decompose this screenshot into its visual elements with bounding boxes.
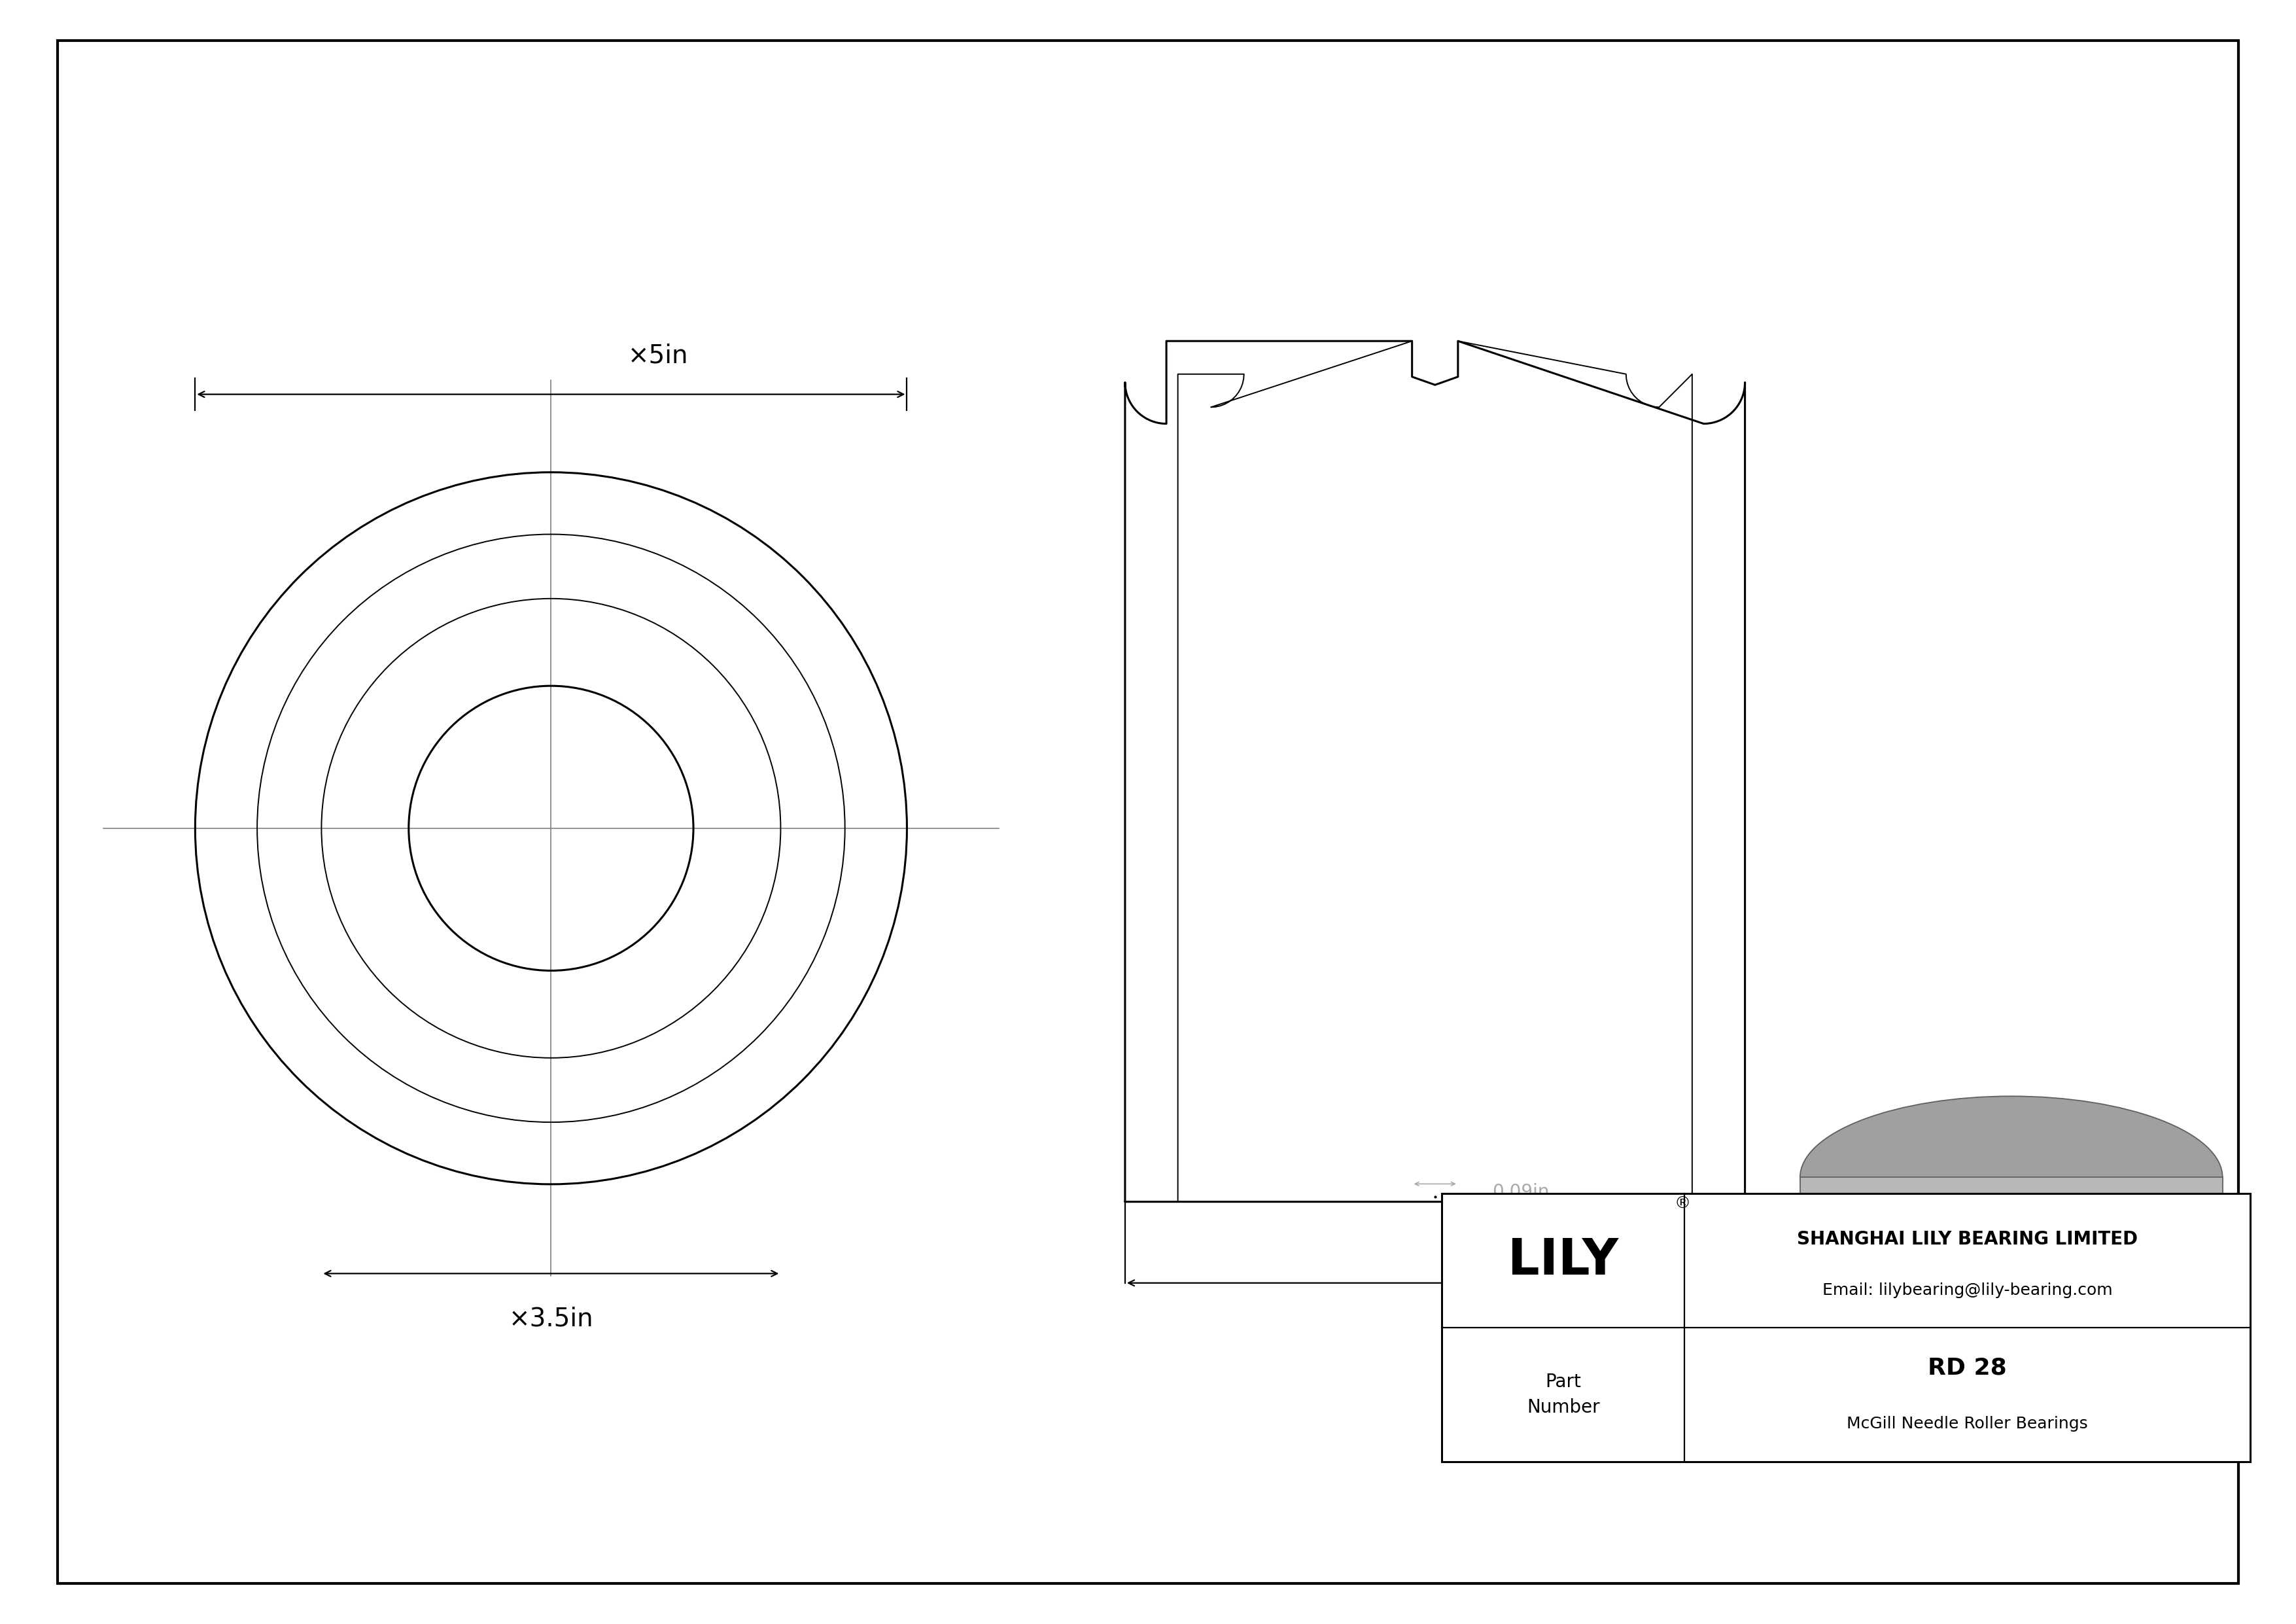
Text: Email: lilybearing@lily-bearing.com: Email: lilybearing@lily-bearing.com (1823, 1283, 2112, 1298)
Text: RD 28: RD 28 (1929, 1356, 2007, 1379)
Text: ×5in: ×5in (627, 343, 689, 369)
Text: 3in: 3in (1483, 1312, 1525, 1340)
Text: LILY: LILY (1508, 1236, 1619, 1285)
Bar (1800, 1296, 2223, 1314)
Ellipse shape (1800, 1096, 2223, 1259)
Text: ®: ® (1674, 1195, 1690, 1212)
Text: 0.09in: 0.09in (1492, 1182, 1550, 1202)
Bar (1800, 1177, 2223, 1348)
Text: ×3.5in: ×3.5in (510, 1306, 592, 1332)
Ellipse shape (1800, 1267, 2223, 1429)
Bar (1442, 1194, 2250, 1462)
Text: McGill Needle Roller Bearings: McGill Needle Roller Bearings (1846, 1416, 2087, 1432)
Text: Part
Number: Part Number (1527, 1372, 1600, 1416)
Text: SHANGHAI LILY BEARING LIMITED: SHANGHAI LILY BEARING LIMITED (1798, 1229, 2138, 1249)
Ellipse shape (1926, 1315, 2096, 1380)
